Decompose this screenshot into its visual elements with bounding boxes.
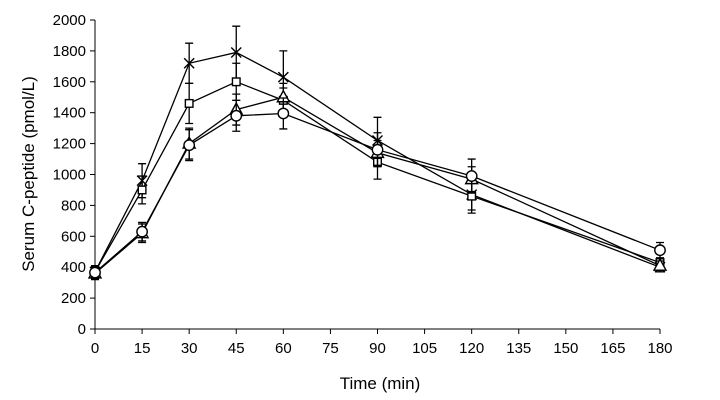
series-line (94, 112, 661, 274)
series-triangle (87, 82, 668, 281)
x-tick-label: 150 (553, 340, 578, 357)
y-tick-label: 1600 (53, 74, 86, 91)
circle-marker (654, 244, 666, 257)
axes: 0 200 400 600 800 1000 1200 1400 1600 1800 2000 0 15… (53, 12, 673, 357)
x-tick-label: 75 (322, 340, 339, 357)
triangle-marker (652, 257, 668, 271)
x-tick-label: 0 (91, 340, 99, 357)
square-marker (137, 185, 147, 195)
y-axis-title: Serum C-peptide (pmol/L) (19, 76, 38, 272)
y-tick-label: 200 (61, 290, 86, 307)
x-tick-label: 30 (181, 340, 198, 357)
cross-marker (183, 57, 195, 69)
x-tick-label: 105 (412, 340, 437, 357)
series-line (94, 51, 661, 273)
y-tick-label: 1400 (53, 105, 86, 122)
circle-marker (371, 143, 384, 156)
square-marker (231, 77, 241, 87)
circle-marker (183, 139, 196, 152)
cross-marker (230, 46, 242, 58)
y-tick-label: 800 (61, 197, 86, 214)
y-tick-label: 1000 (53, 167, 86, 184)
circle-marker (465, 170, 478, 182)
circle-marker (136, 225, 148, 238)
series-line (94, 81, 661, 273)
y-tick-label: 1800 (53, 43, 86, 60)
square-marker (184, 98, 194, 108)
circle-marker (89, 266, 101, 279)
x-tick-label: 90 (369, 340, 386, 357)
x-tick-label: 180 (647, 340, 672, 357)
x-tick-label: 165 (600, 340, 625, 357)
x-tick-label: 120 (459, 340, 484, 357)
x-axis-title: Time (min) (340, 374, 421, 393)
y-tick-label: 0 (78, 321, 86, 338)
y-tick-label: 2000 (53, 12, 86, 29)
x-tick-label: 135 (506, 340, 531, 357)
x-tick-label: 60 (275, 340, 292, 357)
x-tick-label: 15 (134, 340, 151, 357)
y-tick-label: 1200 (53, 136, 86, 153)
plot-area (87, 25, 668, 281)
circle-marker (230, 109, 243, 122)
series-circle (89, 97, 666, 280)
y-tick-label: 400 (61, 259, 86, 276)
cross-marker (277, 71, 289, 83)
x-tick-label: 45 (228, 340, 245, 357)
circle-marker (277, 107, 290, 120)
y-tick-label: 600 (61, 228, 86, 245)
